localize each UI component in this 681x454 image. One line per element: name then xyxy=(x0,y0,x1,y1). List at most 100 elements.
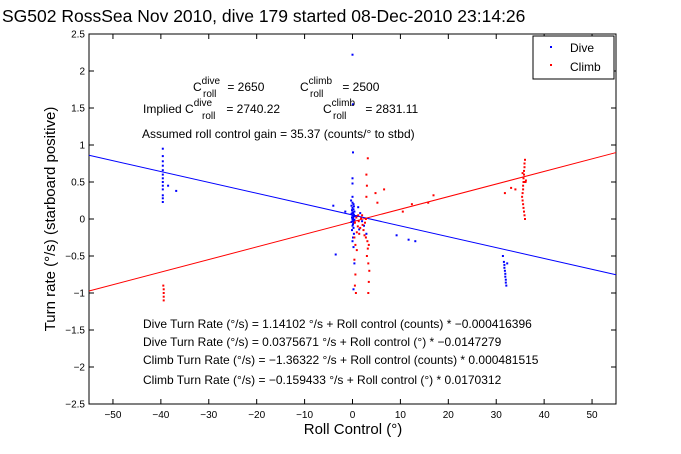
x-tick-label: 0 xyxy=(350,410,356,421)
climb-point xyxy=(523,166,526,169)
climb-point xyxy=(427,201,430,204)
c-climb-value: = 2500 xyxy=(339,80,380,94)
dive-point xyxy=(503,266,506,269)
dive-point xyxy=(352,215,355,218)
dive-point xyxy=(361,220,364,223)
climb-point xyxy=(401,210,404,213)
x-tick-label: −50 xyxy=(104,410,121,421)
dive-point xyxy=(351,53,354,56)
dive-point xyxy=(351,214,354,217)
climb-point xyxy=(366,157,369,160)
climb-point xyxy=(521,172,524,175)
dive-point xyxy=(351,218,354,220)
c-dive-sup: dive xyxy=(202,76,221,87)
dive-point xyxy=(352,213,355,216)
dive-point xyxy=(504,272,507,275)
x-axis-ticks: −50 −40 −30 −20 −10 0 10 20 30 40 50 xyxy=(104,34,598,421)
climb-point xyxy=(523,162,526,165)
dive-point xyxy=(161,169,164,172)
climb-point xyxy=(374,192,377,195)
climb-point xyxy=(510,186,513,189)
dive-point xyxy=(351,229,353,232)
climb-point xyxy=(363,234,366,237)
climb-point xyxy=(522,181,525,183)
dive-point xyxy=(161,177,164,180)
dive-point xyxy=(352,246,355,249)
x-tick-label: 40 xyxy=(539,410,551,421)
data-points xyxy=(161,53,527,302)
c-dive-symbol: C xyxy=(193,80,202,94)
climb-point xyxy=(365,173,368,176)
y-tick-label: 1.5 xyxy=(71,104,85,115)
climb-point xyxy=(364,236,367,239)
climb-point xyxy=(365,184,368,187)
dive-point xyxy=(334,253,337,256)
climb-point xyxy=(522,188,525,191)
climb-point xyxy=(524,181,527,183)
c-climb-symbol: C xyxy=(300,80,309,94)
climb-point xyxy=(523,169,525,172)
climb-point xyxy=(354,273,357,276)
implied-climb-symbol: C xyxy=(323,102,332,116)
climb-point xyxy=(162,299,165,302)
dive-point xyxy=(351,240,354,243)
annotations: Cdive roll = 2650 Cclimb roll = 2500 Impli… xyxy=(142,76,539,387)
dive-point xyxy=(352,226,355,229)
dive-equation-degrees: Dive Turn Rate (°/s) = 0.0375671 °/s + R… xyxy=(143,335,502,349)
dive-point xyxy=(363,224,365,227)
x-tick-label: −10 xyxy=(296,410,313,421)
dive-point xyxy=(161,188,164,191)
dive-point xyxy=(504,281,507,284)
climb-point xyxy=(367,262,370,265)
dive-point xyxy=(332,204,335,207)
climb-point xyxy=(367,243,370,246)
climb-point xyxy=(524,179,527,182)
c-climb-sup: climb xyxy=(309,76,333,87)
y-tick-label: 2 xyxy=(79,67,85,78)
c-dive-sub: roll xyxy=(203,89,216,100)
climb-point xyxy=(366,247,369,250)
c-climb-annotation: Cclimb roll = 2500 xyxy=(300,76,380,100)
dive-point xyxy=(414,240,417,243)
y-tick-label: −2.5 xyxy=(65,400,85,411)
implied-prefix: Implied C xyxy=(143,102,194,116)
c-climb-sub: roll xyxy=(310,89,323,100)
climb-point xyxy=(355,249,358,252)
climb-point xyxy=(522,203,525,206)
dive-point xyxy=(351,206,354,209)
dive-point xyxy=(352,212,354,215)
dive-point xyxy=(350,199,353,202)
dive-point xyxy=(359,212,362,215)
climb-point xyxy=(162,284,165,287)
climb-point xyxy=(503,192,506,195)
dive-point xyxy=(161,160,164,163)
climb-point xyxy=(353,258,356,261)
dive-point xyxy=(351,195,354,198)
climb-point xyxy=(376,201,379,204)
dive-point xyxy=(344,210,347,213)
y-axis-label: Turn rate (°/s) (starboard positive) xyxy=(42,107,59,332)
implied-dive-sub: roll xyxy=(202,111,215,122)
dive-point xyxy=(395,234,398,237)
climb-point xyxy=(353,236,356,239)
x-tick-label: 10 xyxy=(395,410,407,421)
climb-point xyxy=(361,214,364,217)
climb-point xyxy=(521,192,524,195)
dive-point xyxy=(161,147,164,150)
climb-point xyxy=(360,217,363,220)
climb-point xyxy=(162,292,165,294)
x-tick-label: −30 xyxy=(200,410,217,421)
climb-point xyxy=(364,221,366,224)
climb-point xyxy=(521,199,524,202)
x-axis-label: Roll Control (°) xyxy=(304,421,403,438)
climb-point xyxy=(522,177,525,180)
dive-point xyxy=(161,164,164,167)
dive-point xyxy=(161,194,164,197)
y-tick-label: 2.5 xyxy=(71,30,85,41)
climb-point xyxy=(353,221,356,224)
climb-point xyxy=(364,218,367,220)
legend-box xyxy=(532,35,615,80)
y-tick-label: −1 xyxy=(74,289,86,300)
dive-point xyxy=(161,181,164,183)
dive-point xyxy=(353,210,356,213)
